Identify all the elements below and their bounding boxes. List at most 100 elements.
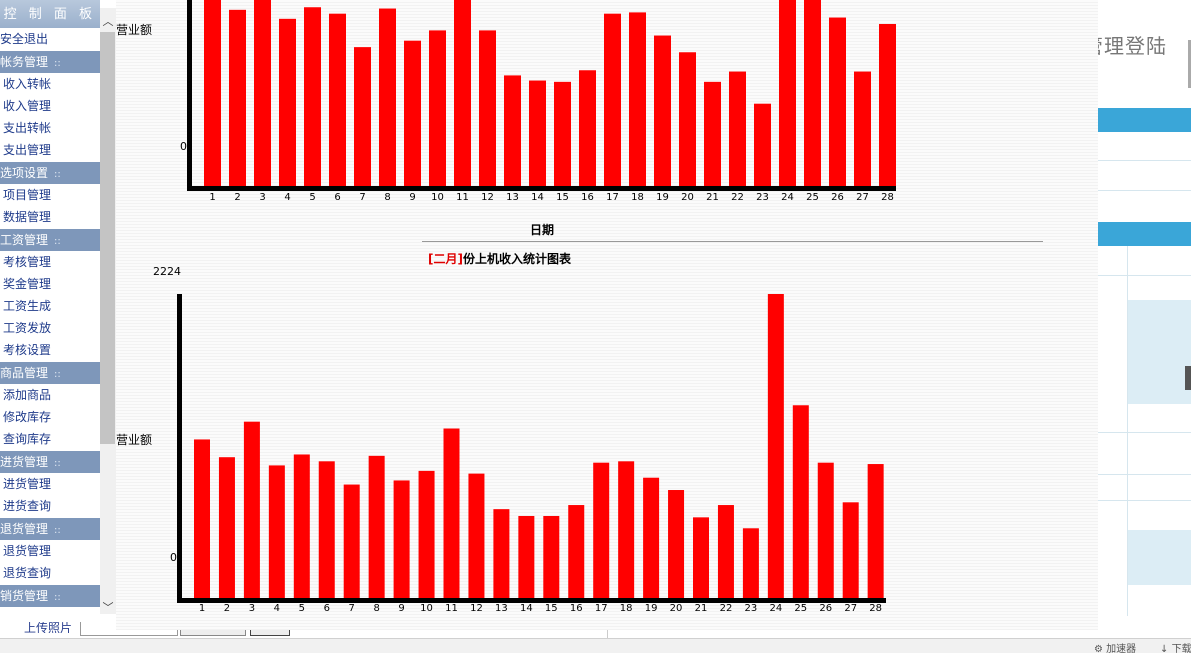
sidebar-item[interactable]: 考核设置 (3, 343, 52, 357)
x-tick-label: 24 (769, 603, 782, 614)
bar-day-27 (854, 71, 871, 186)
bg-divider (1098, 160, 1191, 161)
y-axis (177, 294, 182, 603)
x-tick-label: 6 (324, 603, 330, 614)
sidebar-item[interactable]: 工资生成 (3, 299, 52, 313)
bar-day-25 (792, 405, 809, 598)
bg-divider (1098, 432, 1191, 433)
x-tick-label: 14 (531, 192, 544, 203)
y-axis (187, 0, 192, 191)
bar-day-1 (194, 439, 210, 598)
sidebar-group-suffix: :: (54, 369, 61, 380)
sidebar-item[interactable]: 进货查询 (3, 499, 52, 513)
bar-day-5 (293, 454, 310, 598)
sidebar-group-label: 销货管理 (0, 589, 49, 603)
sidebar-item[interactable]: 进货管理 (3, 477, 52, 491)
x-tick-label: 12 (470, 603, 483, 614)
sidebar-group-header[interactable]: 工资管理:: (0, 229, 100, 251)
chart2-title: [二月]份上机收入统计图表 (428, 250, 571, 267)
sidebar-item-logout[interactable]: 安全退出 (0, 32, 49, 46)
x-tick-label: 17 (595, 603, 608, 614)
x-tick-label: 23 (745, 603, 758, 614)
bg-pale-cell (1127, 530, 1191, 585)
x-tick-label: 9 (398, 603, 404, 614)
sidebar-item[interactable]: 支出转帐 (3, 121, 52, 135)
sidebar-item[interactable]: 支出管理 (3, 143, 52, 157)
sidebar-group-suffix: :: (54, 236, 61, 247)
x-tick-label: 5 (299, 603, 305, 614)
sidebar-item[interactable]: 工资发放 (3, 321, 52, 335)
x-tick-label: 26 (819, 603, 832, 614)
x-tick-label: 6 (334, 192, 340, 203)
x-tick-label: 25 (794, 603, 807, 614)
download-status[interactable]: ↓ 下载 (1160, 644, 1191, 655)
chevron-up-icon[interactable]: ︿ (102, 15, 114, 28)
y-axis-label: 营业额 (116, 433, 152, 447)
sidebar-group-header[interactable]: 进货管理:: (0, 451, 100, 473)
x-tick-label: 16 (570, 603, 583, 614)
x-tick-label: 27 (856, 192, 869, 203)
sidebar-group-label: 退货管理 (0, 522, 49, 536)
sidebar-scrollbar-thumb[interactable] (100, 32, 115, 444)
chart-2: 1 2 3 4 5 6 7 8 9 10 11 12 13 14 15 16 17 18 19 20 21 22 23 24 2… (116, 265, 886, 614)
bar-day-18 (618, 461, 635, 598)
x-tick-label: 3 (249, 603, 255, 614)
bg-scrollbar[interactable] (1188, 40, 1191, 88)
bg-pale-cell (1127, 300, 1191, 404)
sidebar-item[interactable]: 奖金管理 (3, 277, 52, 291)
sidebar-group-header[interactable]: 选项设置:: (0, 162, 100, 184)
sidebar-item[interactable]: 查询库存 (3, 432, 52, 446)
sidebar-menu: 控 制 面 板 安全退出帐务管理:: 收入转帐收入管理支出转帐支出管理选项设置::… (0, 0, 100, 607)
download-icon: ↓ (1160, 644, 1169, 655)
sidebar-group-header[interactable]: 商品管理:: (0, 362, 100, 384)
bar-day-15 (543, 515, 560, 598)
bar-day-4 (279, 18, 296, 186)
bar-day-23 (754, 103, 771, 186)
sidebar-item[interactable]: 项目管理 (3, 188, 52, 202)
sidebar-group-header[interactable]: 帐务管理:: (0, 51, 100, 73)
bg-header-band-2 (1098, 222, 1191, 246)
chevron-down-icon[interactable]: ﹀ (102, 601, 114, 614)
sidebar-item[interactable]: 修改库存 (3, 410, 52, 424)
bar-day-20 (668, 490, 685, 598)
sidebar-item[interactable]: 退货管理 (3, 544, 52, 558)
x-tick-label: 22 (731, 192, 744, 203)
x-tick-label: 11 (445, 603, 458, 614)
x-tick-label: 28 (881, 192, 894, 203)
sidebar-group-label: 进货管理 (0, 455, 49, 469)
x-tick-label: 8 (373, 603, 379, 614)
x-tick-label: 27 (844, 603, 857, 614)
bar-day-13 (493, 509, 510, 598)
sidebar-title: 控 制 面 板 (0, 0, 100, 28)
bar-day-1 (204, 0, 221, 186)
sidebar-item[interactable]: 添加商品 (3, 388, 52, 402)
sidebar-group-label: 选项设置 (0, 166, 49, 180)
x-tick-label: 7 (359, 192, 365, 203)
sidebar-group-label: 商品管理 (0, 366, 49, 380)
bg-image-fragment (1185, 366, 1191, 390)
bar-day-25 (804, 0, 821, 186)
sidebar-item[interactable]: 数据管理 (3, 210, 52, 224)
sidebar-item[interactable]: 考核管理 (3, 255, 52, 269)
income-chart-popup: 1 2 3 4 5 6 7 8 9 10 11 12 13 14 15 16 17 18 19 20 21 22 23 24 2… (116, 0, 1098, 630)
x-tick-label: 3 (259, 192, 265, 203)
x-tick-label: 11 (456, 192, 469, 203)
x-tick-label: 12 (481, 192, 494, 203)
bar-day-17 (604, 13, 621, 187)
sidebar-item[interactable]: 收入转帐 (3, 77, 52, 91)
bar-day-10 (418, 470, 435, 598)
accelerator-status[interactable]: ⚙ 加速器 (1094, 644, 1137, 655)
sidebar-item[interactable]: 收入管理 (3, 99, 52, 113)
bar-day-17 (593, 462, 610, 598)
sidebar-item[interactable]: 退货查询 (3, 566, 52, 580)
bar-day-24 (767, 294, 784, 598)
x-tick-label: 1 (199, 603, 205, 614)
x-tick-label: 7 (349, 603, 355, 614)
bar-day-2 (218, 457, 235, 598)
bar-day-7 (343, 484, 360, 598)
browser-status-bar: ⚙ 加速器 ↓ 下载 (0, 638, 1191, 655)
sidebar-group-header[interactable]: 退货管理:: (0, 518, 100, 540)
sidebar-group-header[interactable]: 销货管理:: (0, 585, 100, 607)
bar-day-10 (429, 30, 446, 187)
bar-day-2 (229, 9, 246, 186)
